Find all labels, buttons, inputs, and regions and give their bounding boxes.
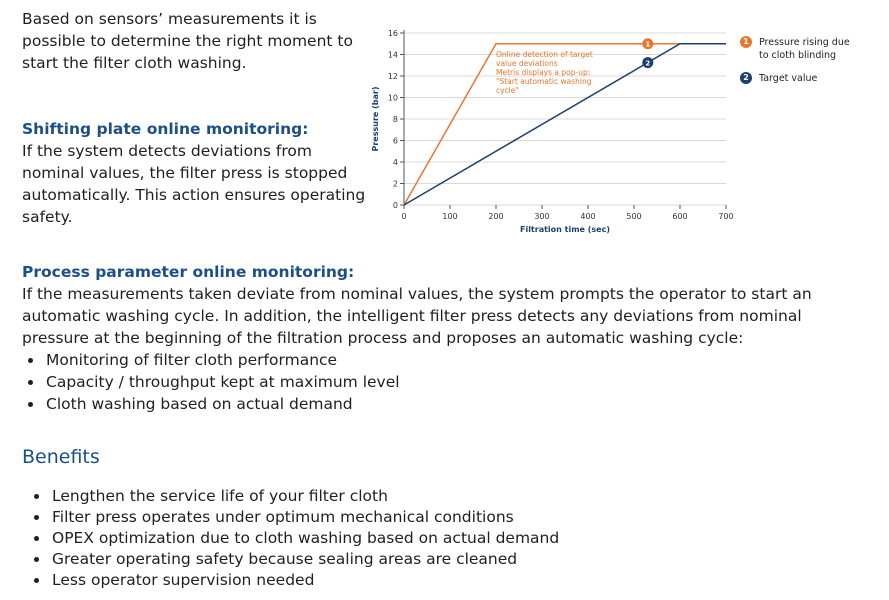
annotation: "Start automatic washing [496,77,592,86]
series-marker [642,38,654,50]
y-tick-label: 14 [388,51,398,60]
series-line [403,43,726,206]
x-tick-label: 200 [488,212,503,221]
section-heading: Process parameter online monitoring: [22,263,355,281]
section: Process parameter online monitoring: If … [22,261,812,415]
annotation: cycle" [496,86,519,95]
section-text: If the measurements taken deviate from n… [22,285,812,347]
x-tick-label: 0 [401,212,406,221]
y-tick-label: 10 [388,94,398,103]
x-tick-label: 700 [718,212,733,221]
x-tick-label: 300 [534,212,549,221]
annotation: Metris displays a pop-up: [496,68,590,77]
legend-label: Pressure rising due to cloth blinding [759,37,850,61]
y-tick-label: 8 [393,115,398,124]
legend-item: 1 Pressure rising due to cloth blinding [740,36,860,62]
y-tick-label: 4 [393,158,398,167]
y-tick-label: 16 [388,29,398,38]
bullet-list: Monitoring of filter cloth performanceCa… [22,349,812,415]
y-tick-label: 12 [388,72,398,81]
bullet-item: Greater operating safety because sealing… [50,549,812,570]
y-tick-label: 6 [393,137,398,146]
x-tick-label: 100 [442,212,457,221]
bullet-item: Cloth washing based on actual demand [44,393,812,415]
marker-label: 1 [645,41,650,49]
section-heading: Shifting plate online monitoring: [22,120,309,138]
bullet-item: OPEX optimization due to cloth washing b… [50,528,812,549]
legend-marker: 1 [740,36,752,48]
section: Shifting plate online monitoring: If the… [22,118,367,228]
legend-marker: 2 [740,72,752,84]
bullet-item: Monitoring of filter cloth performance [44,349,812,371]
benefits: Lengthen the service life of your filter… [22,486,812,591]
annotation: Online detection of target [496,50,593,59]
y-tick-label: 2 [393,180,398,189]
y-axis-label: Pressure (bar) [371,87,380,152]
x-tick-label: 600 [672,212,687,221]
series-marker [642,57,654,69]
bullet-item: Filter press operates under optimum mech… [50,507,812,528]
benefits-heading: Benefits [22,446,100,468]
marker-label: 2 [645,59,650,67]
bullet-list: Lengthen the service life of your filter… [22,486,812,591]
section-text: If the system detects deviations from no… [22,142,366,226]
legend-label: Target value [759,73,818,84]
annotation: value deviations [496,59,558,68]
x-axis-label: Filtration time (sec) [520,225,610,234]
bullet-item: Capacity / throughput kept at maximum le… [44,371,812,393]
x-tick-label: 500 [626,212,641,221]
bullet-item: Lengthen the service life of your filter… [50,486,812,507]
legend-item: 2 Target value [740,72,860,85]
intro: Based on sensors’ measurements it is pos… [22,10,353,72]
y-tick-label: 0 [393,201,398,210]
bullet-item: Less operator supervision needed [50,570,812,591]
x-tick-label: 400 [580,212,595,221]
